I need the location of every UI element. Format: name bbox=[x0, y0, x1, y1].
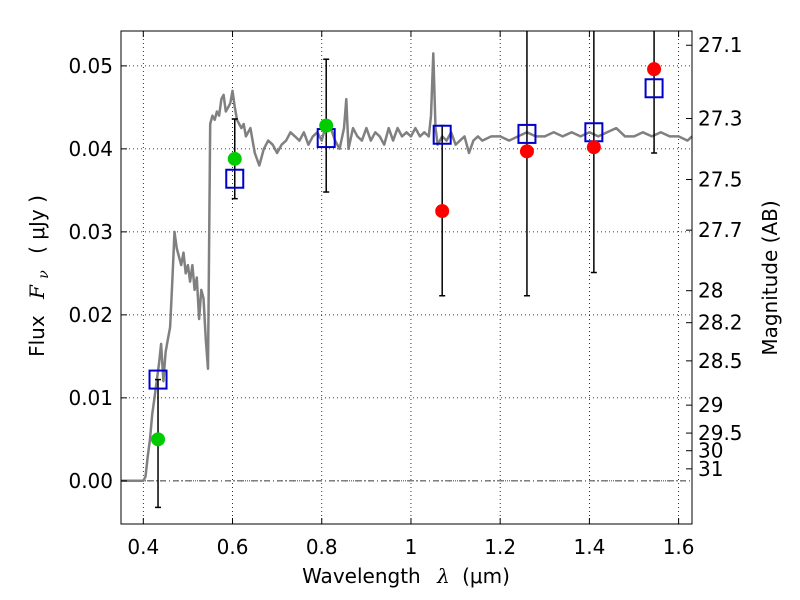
upper-limit-marker bbox=[435, 204, 450, 219]
y-tick-label: 0.01 bbox=[68, 386, 113, 410]
model-photometry-marker bbox=[432, 124, 452, 145]
upper-limit-marker bbox=[586, 140, 601, 155]
spectrum-layer bbox=[121, 52, 693, 483]
model-photometry-marker bbox=[148, 369, 168, 390]
y-tick-label: 0.04 bbox=[68, 137, 113, 161]
ticks-layer: 0.4 0.6 0.8 1 1.2 1.4 1.6 0.00 0.01 0.02 0.03 0.04 0… bbox=[68, 31, 743, 559]
x-tick-label: 0.8 bbox=[306, 535, 338, 559]
y2-tick-label: 28.2 bbox=[698, 311, 743, 335]
y-axis-title: Flux F ν ( μJy ) bbox=[25, 195, 53, 357]
y2-tick-label: 27.1 bbox=[698, 33, 743, 57]
detection-marker bbox=[319, 118, 334, 133]
upper-limit-marker bbox=[519, 144, 534, 159]
marker-layer bbox=[148, 62, 664, 447]
detection-marker bbox=[227, 151, 242, 166]
model-photometry-marker bbox=[644, 78, 664, 99]
x-tick-label: 1.4 bbox=[573, 535, 605, 559]
y2-tick-label: 27.7 bbox=[698, 218, 743, 242]
y-tick-label: 0.03 bbox=[68, 220, 113, 244]
x-axis-title: Wavelength λ (μm) bbox=[302, 564, 510, 588]
y2-tick-label: 29.5 bbox=[698, 421, 743, 445]
y2-tick-label: 28.5 bbox=[698, 349, 743, 373]
plot-frame bbox=[120, 30, 693, 525]
model-spectrum-line bbox=[121, 52, 693, 483]
y-axis-title-symbol: F bbox=[25, 284, 49, 300]
y2-tick-label: 28 bbox=[698, 279, 723, 303]
y2-tick-label: 27.5 bbox=[698, 167, 743, 191]
y2-axis-title: Magnitude (AB) bbox=[758, 200, 782, 355]
y2-tick-label: 29 bbox=[698, 393, 723, 417]
x-tick-label: 0.6 bbox=[217, 535, 249, 559]
y2-tick-label: 27.3 bbox=[698, 107, 743, 131]
y-tick-label: 0.02 bbox=[68, 303, 113, 327]
y-axis-title-subscript: ν bbox=[36, 270, 52, 279]
model-photometry-marker bbox=[517, 123, 537, 144]
y-axis-title-text: Flux bbox=[25, 315, 49, 357]
y2-tick-label: 30 bbox=[698, 439, 723, 463]
y2-tick-label: 31 bbox=[698, 457, 723, 481]
y-tick-label: 0.00 bbox=[68, 469, 113, 493]
detection-marker bbox=[151, 432, 166, 447]
upper-limit-marker bbox=[647, 62, 662, 77]
y-axis-title-unit: ( μJy ) bbox=[25, 195, 49, 254]
x-axis-title-unit: (μm) bbox=[462, 564, 510, 588]
x-tick-label: 1.2 bbox=[484, 535, 516, 559]
errorbar-layer bbox=[155, 31, 658, 509]
x-axis-title-symbol: λ bbox=[436, 564, 450, 588]
x-axis-title-text: Wavelength bbox=[302, 564, 421, 588]
x-tick-label: 0.4 bbox=[127, 535, 159, 559]
y-tick-label: 0.05 bbox=[68, 54, 113, 78]
model-photometry-marker bbox=[225, 168, 245, 189]
x-tick-label: 1 bbox=[405, 535, 418, 559]
x-tick-label: 1.6 bbox=[663, 535, 695, 559]
